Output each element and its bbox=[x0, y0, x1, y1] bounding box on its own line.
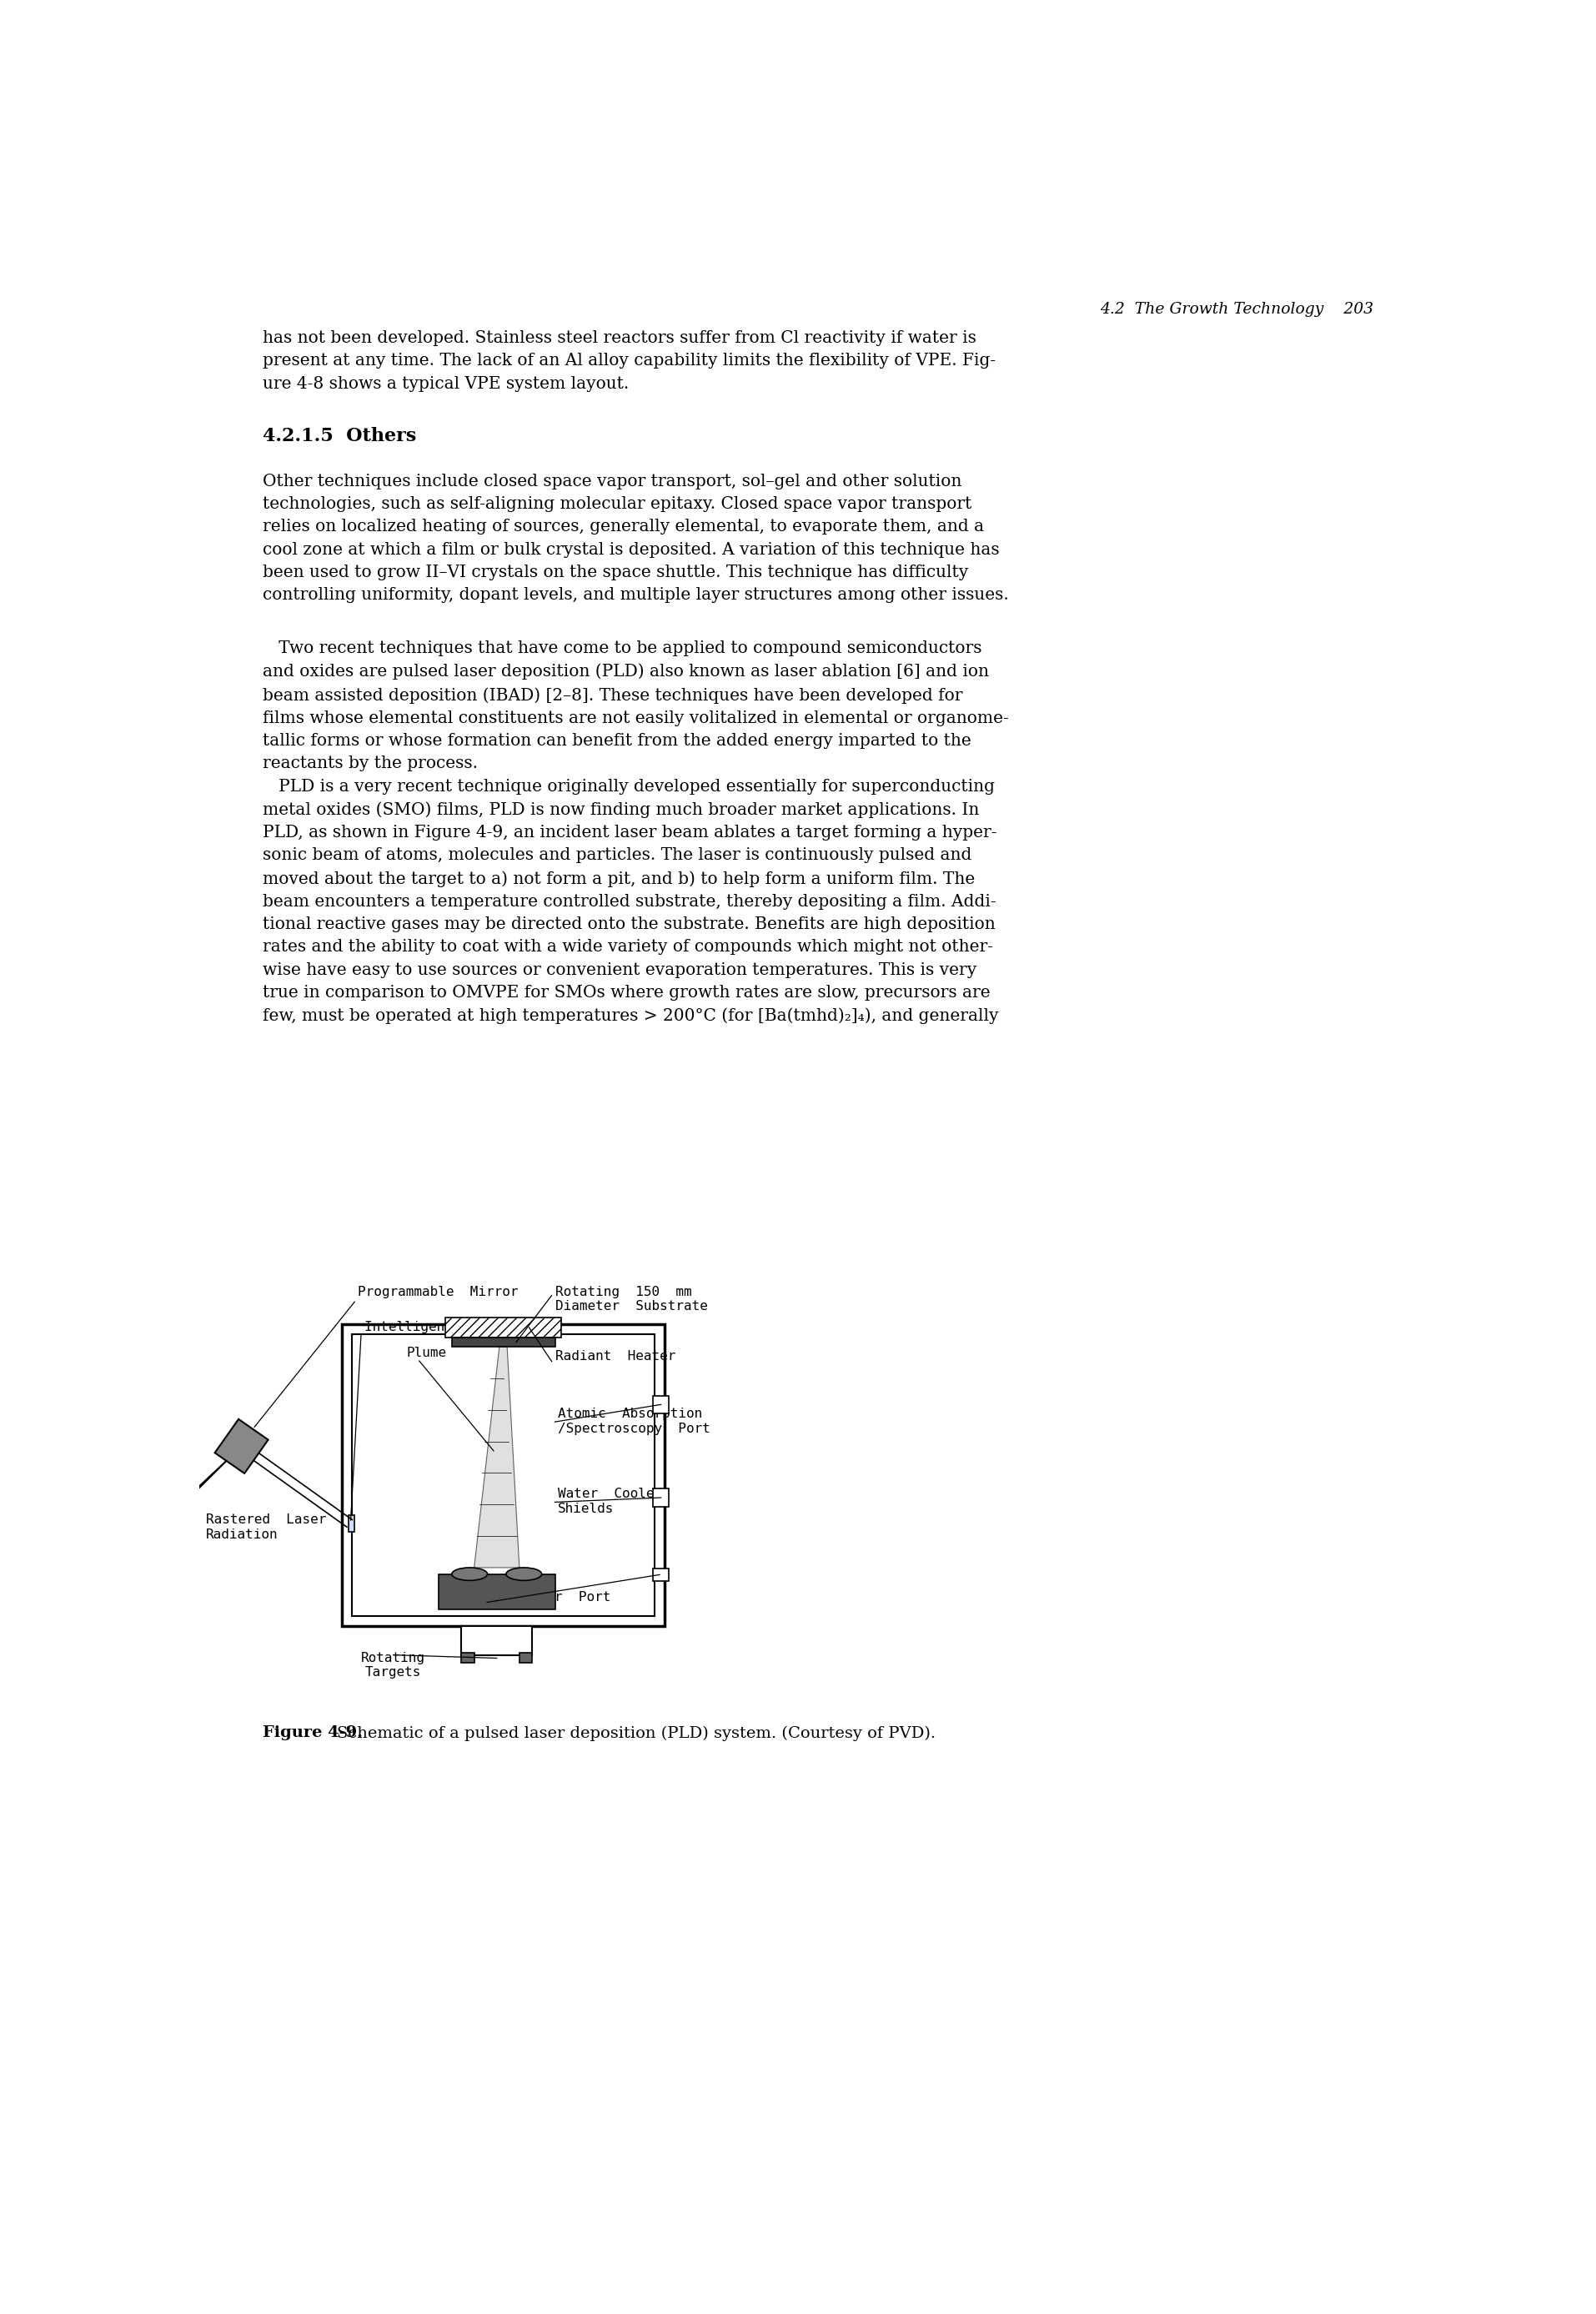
Text: Plume: Plume bbox=[407, 1347, 447, 1358]
Text: has not been developed. Stainless steel reactors suffer from Cl reactivity if wa: has not been developed. Stainless steel … bbox=[263, 331, 996, 391]
Bar bbox=[348, 1516, 354, 1532]
Text: Schematic of a pulsed laser deposition (PLD) system. (Courtesy of PVD).: Schematic of a pulsed laser deposition (… bbox=[337, 1726, 935, 1740]
Ellipse shape bbox=[506, 1567, 541, 1580]
Text: Rotating
Targets: Rotating Targets bbox=[361, 1652, 426, 1678]
Text: Intelligent  Window: Intelligent Window bbox=[364, 1321, 517, 1333]
Text: PLD is a very recent technique originally developed essentially for superconduct: PLD is a very recent technique originall… bbox=[263, 778, 999, 1025]
Text: 4.2.1.5  Others: 4.2.1.5 Others bbox=[263, 426, 417, 444]
Polygon shape bbox=[474, 1347, 519, 1567]
Bar bbox=[653, 1488, 669, 1506]
Text: Water  Cooled
Shields: Water Cooled Shields bbox=[559, 1488, 662, 1516]
Text: Rotating  150  mm
Diameter  Substrate: Rotating 150 mm Diameter Substrate bbox=[555, 1287, 707, 1312]
Text: Rastered  Laser
Radiation: Rastered Laser Radiation bbox=[206, 1513, 326, 1541]
Text: Figure 4-9.: Figure 4-9. bbox=[263, 1726, 362, 1740]
Text: Atomic  Absorption
/Spectroscopy  Port: Atomic Absorption /Spectroscopy Port bbox=[559, 1407, 710, 1435]
Bar bbox=[452, 1337, 555, 1347]
Ellipse shape bbox=[452, 1567, 487, 1580]
Text: Other techniques include closed space vapor transport, sol–gel and other solutio: Other techniques include closed space va… bbox=[263, 474, 1009, 604]
Bar bbox=[439, 1574, 555, 1608]
Polygon shape bbox=[215, 1418, 268, 1474]
Text: Two recent techniques that have come to be applied to compound semiconductors
an: Two recent techniques that have come to … bbox=[263, 641, 1009, 771]
Bar bbox=[353, 1335, 654, 1615]
Bar bbox=[461, 1627, 533, 1655]
Bar bbox=[653, 1569, 669, 1580]
Bar bbox=[342, 1324, 666, 1627]
Bar bbox=[445, 1317, 562, 1337]
Bar bbox=[653, 1395, 669, 1414]
Bar bbox=[461, 1652, 474, 1664]
Bar bbox=[519, 1652, 533, 1664]
Text: Programmable  Mirror: Programmable Mirror bbox=[358, 1287, 519, 1298]
Text: Pyrometer  Port: Pyrometer Port bbox=[490, 1590, 611, 1604]
Text: Radiant  Heater: Radiant Heater bbox=[555, 1349, 675, 1363]
Text: 4.2  The Growth Technology    203: 4.2 The Growth Technology 203 bbox=[1100, 303, 1373, 317]
